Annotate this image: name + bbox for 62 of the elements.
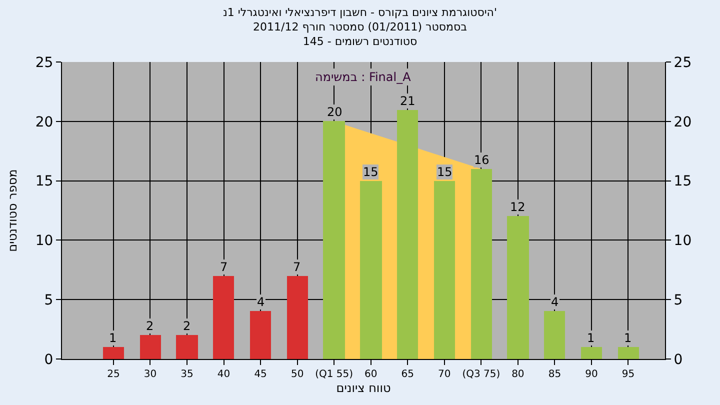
data-label: 21 (400, 94, 416, 108)
data-label: 2 (146, 319, 154, 333)
x-tick-label: 45 (254, 369, 267, 380)
chart-subtitle: בסמסטר (01/2011) סמסטר חורף 2011/12 סטודנטים רשומים - 145 (253, 20, 467, 48)
chart-title: היסטוגרמת ציונים בקורס - חשבון דיפרנציאלי ואינטגרלי 1נ' (222, 6, 498, 20)
y2-tick-label: 25 (674, 54, 692, 71)
x-tick-label: 50 (290, 369, 304, 380)
data-label: 4 (257, 295, 265, 309)
x-tick-label: 85 (548, 369, 562, 380)
data-label: 4 (551, 295, 559, 309)
x-tick-label: (Q3 75) (462, 369, 500, 380)
y-tick-label: 0 (44, 352, 54, 368)
data-label: 2 (183, 319, 191, 333)
y2-tick-label: 20 (674, 114, 692, 130)
data-label: 12 (510, 200, 526, 214)
x-axis-title: טווח ציונים (336, 380, 391, 395)
data-label: 7 (220, 260, 228, 274)
bar (213, 276, 234, 359)
bar (471, 169, 492, 359)
y-tick-label: 10 (35, 233, 54, 250)
x-tick-label: 60 (364, 369, 378, 380)
y-tick-label: 20 (35, 114, 54, 130)
y-tick-label: 15 (35, 174, 54, 190)
bar (103, 347, 124, 359)
annotation: במשימה : Final_A (315, 70, 412, 84)
x-tick-label: 80 (512, 369, 524, 380)
bar (581, 347, 602, 359)
x-tick-label: 30 (144, 369, 157, 380)
bar (544, 311, 565, 359)
y2-tick-label: 0 (674, 352, 683, 368)
bar (397, 110, 418, 359)
y-tick-label: 25 (35, 54, 54, 71)
x-tick-label: 90 (585, 369, 598, 380)
x-tick-label: (Q1 55) (315, 369, 354, 380)
bar (618, 347, 639, 359)
data-label: 1 (587, 331, 595, 345)
data-label: 16 (474, 153, 490, 167)
data-label: 15 (363, 165, 378, 179)
y-tick-label: 5 (44, 292, 54, 308)
bar (287, 276, 308, 359)
bar (176, 335, 198, 359)
bar (323, 121, 345, 359)
y2-tick-label: 10 (674, 233, 692, 250)
y2-tick-label: 5 (674, 292, 683, 308)
x-tick-label: 35 (180, 369, 194, 380)
data-label: 20 (327, 105, 342, 119)
data-label: 15 (437, 165, 452, 179)
data-label: 7 (293, 260, 301, 274)
x-tick-label: 70 (438, 369, 451, 380)
bar (250, 311, 271, 359)
x-tick-label: 40 (217, 369, 230, 380)
data-label: 1 (624, 331, 632, 345)
bar (140, 335, 161, 359)
y-axis-title: מספר סטודנטים (6, 169, 20, 252)
bar (434, 181, 455, 359)
bar (360, 181, 382, 359)
x-tick-label: 65 (401, 369, 414, 380)
y2-tick-label: 15 (674, 174, 692, 190)
x-tick-label: 95 (622, 369, 635, 380)
data-label: 1 (109, 331, 117, 345)
bar (507, 216, 529, 359)
x-tick-label: 25 (107, 369, 120, 380)
